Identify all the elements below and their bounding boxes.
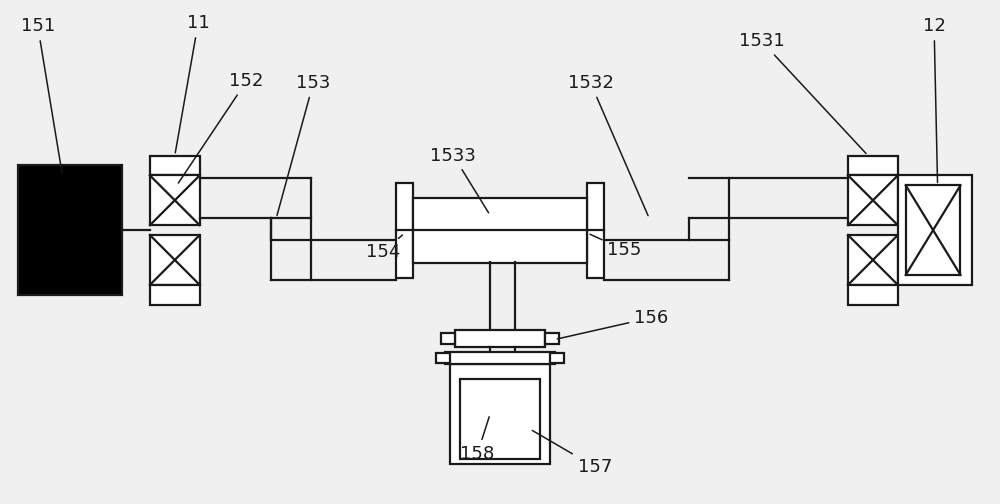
Text: 156: 156 xyxy=(557,308,669,339)
Bar xyxy=(898,175,972,285)
Text: 154: 154 xyxy=(366,235,402,261)
Text: 12: 12 xyxy=(923,17,946,182)
Bar xyxy=(455,330,545,347)
Bar xyxy=(441,333,455,345)
Bar xyxy=(396,183,413,278)
Text: 1531: 1531 xyxy=(739,32,866,154)
Bar xyxy=(150,175,200,225)
Bar xyxy=(587,183,604,278)
Bar xyxy=(445,352,555,364)
Bar xyxy=(150,156,200,175)
Text: 155: 155 xyxy=(590,234,642,259)
Text: 11: 11 xyxy=(175,14,209,153)
Bar xyxy=(460,380,540,459)
Bar xyxy=(550,353,564,363)
Bar xyxy=(413,198,587,263)
Bar xyxy=(848,285,898,305)
Text: 1532: 1532 xyxy=(568,74,648,216)
Bar xyxy=(545,333,559,345)
Text: 157: 157 xyxy=(532,430,612,476)
Bar xyxy=(848,175,898,225)
Bar xyxy=(906,185,960,275)
Bar xyxy=(150,285,200,305)
Bar xyxy=(848,235,898,285)
Text: 151: 151 xyxy=(21,17,62,173)
Text: 153: 153 xyxy=(277,74,331,216)
Bar xyxy=(436,353,450,363)
Text: 1533: 1533 xyxy=(430,147,489,213)
Bar xyxy=(450,364,550,464)
Text: 152: 152 xyxy=(178,72,264,183)
Bar xyxy=(150,235,200,285)
Bar xyxy=(848,156,898,175)
Bar xyxy=(18,165,122,295)
Text: 158: 158 xyxy=(460,417,494,463)
